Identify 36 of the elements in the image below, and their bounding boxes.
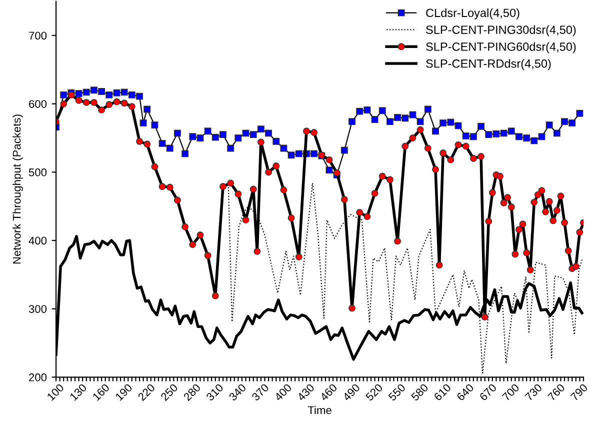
x-tick-label: 160 — [92, 383, 110, 401]
x-tick-label: 580 — [410, 383, 429, 402]
legend-label: SLP-CENT-PING30dsr(4,50) — [426, 25, 576, 36]
x-tick-label: 640 — [456, 383, 474, 402]
y-tick-label: 600 — [29, 100, 47, 108]
x-tick-label: 610 — [433, 383, 452, 402]
x-tick-label: 280 — [183, 383, 201, 402]
x-tick-label: 340 — [228, 383, 247, 402]
x-tick-label: 430 — [296, 383, 315, 402]
x-tick-label: 790 — [570, 383, 588, 402]
x-tick-label: 460 — [319, 383, 338, 402]
y-tick-label: 400 — [28, 236, 47, 245]
x-tick-label: 190 — [114, 383, 133, 401]
x-tick-label: 100 — [46, 383, 64, 401]
x-tick-label: 730 — [524, 383, 543, 402]
x-tick-label: 400 — [274, 383, 292, 402]
y-tick-label: 500 — [28, 168, 47, 176]
x-tick-label: 550 — [388, 383, 406, 402]
x-tick-label: 700 — [502, 383, 520, 402]
x-tick-label: 370 — [251, 383, 270, 402]
x-tick-label: 520 — [365, 383, 384, 402]
x-tick-label: 490 — [342, 383, 360, 402]
y-tick-label: 200 — [29, 373, 47, 382]
x-tick-label: 670 — [479, 383, 497, 402]
y-tick-label: 700 — [29, 32, 47, 40]
legend-label: SLP-CENT-RDdsr(4,50) — [426, 59, 551, 70]
y-tick-label: 300 — [28, 305, 47, 313]
legend-label: CLdsr-Loyal(4,50) — [426, 8, 520, 20]
x-tick-label: 250 — [160, 383, 178, 402]
legend-label: SLP-CENT-PING60dsr(4,50) — [426, 42, 576, 54]
x-tick-label: 760 — [547, 383, 566, 402]
x-tick-label: 220 — [137, 383, 156, 402]
x-tick-label: 130 — [69, 383, 88, 401]
x-tick-label: 310 — [206, 383, 224, 402]
y-axis-title: Network Throughput (Packets) — [12, 114, 23, 264]
x-axis-title: Time — [308, 406, 332, 414]
